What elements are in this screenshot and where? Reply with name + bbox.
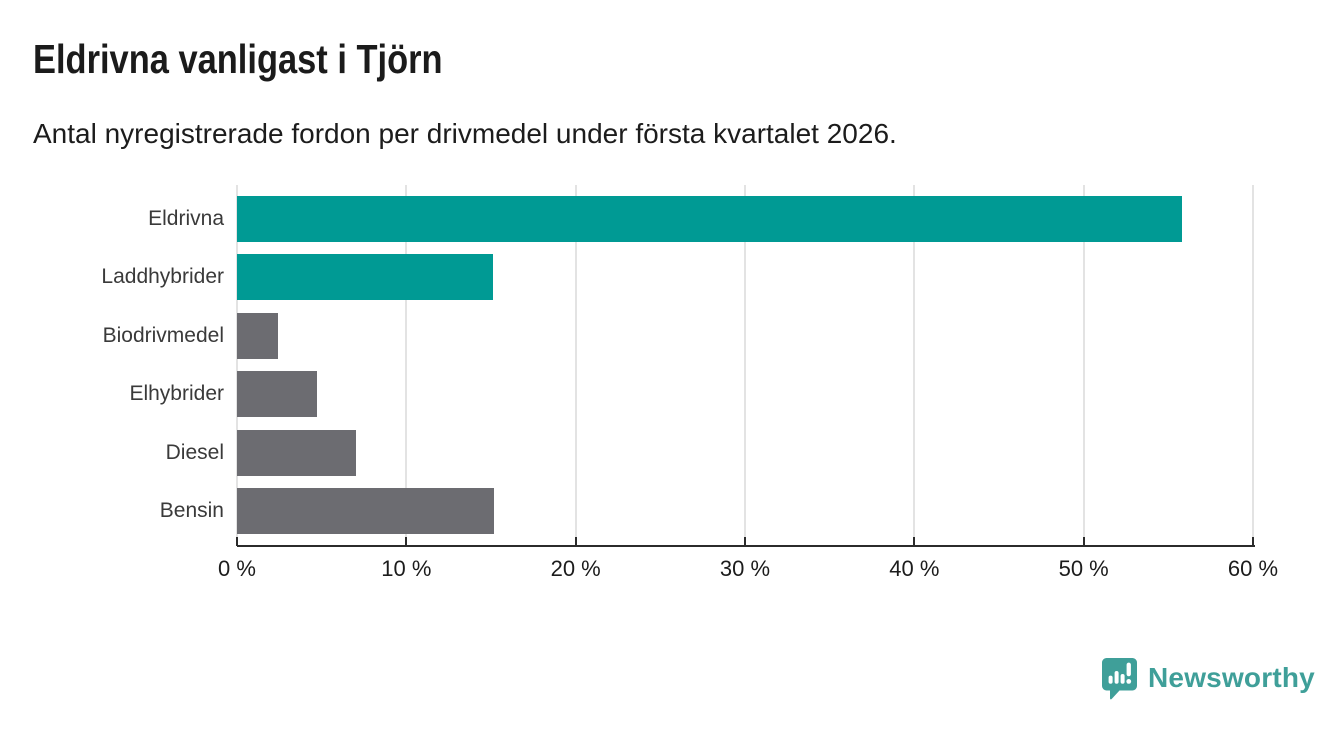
category-label-biodrivmedel: Biodrivmedel: [102, 323, 224, 347]
axis-tick-label-60pct: 60 %: [1227, 556, 1279, 581]
bar-diesel: [237, 429, 356, 476]
axis-tick-label-20pct: 20 %: [550, 556, 601, 581]
logo-chart-bar-small: [1108, 675, 1113, 684]
logo-exclamation-bar: [1126, 662, 1131, 676]
plot-area: [236, 185, 1254, 545]
newsworthy-logo: Newsworthy: [1101, 654, 1315, 702]
axis-tick-40pct: [913, 537, 916, 546]
gridline-10pct: [405, 185, 408, 545]
category-label-eldrivna: Eldrivna: [148, 207, 224, 230]
x-axis-line: [237, 545, 1255, 547]
axis-tick-label-30pct: 30 %: [719, 556, 771, 581]
bar-elhybrider: [237, 371, 317, 418]
axis-tick-label-50pct: 50 %: [1058, 556, 1109, 581]
category-label-laddhybrider: Laddhybrider: [101, 265, 224, 289]
chart-title: Eldrivna vanligast i Tjörn: [33, 36, 443, 82]
newsworthy-logo-text: Newsworthy: [1148, 662, 1315, 693]
logo-chart-bar-medium: [1120, 673, 1125, 684]
logo-exclamation-dot: [1126, 678, 1132, 684]
axis-tick-60pct: [1252, 537, 1254, 546]
category-label-elhybrider: Elhybrider: [129, 382, 224, 406]
category-axis-labels: Eldrivna Laddhybrider Biodrivmedel Elhybrid…: [0, 185, 224, 545]
category-label-bensin: Bensin: [159, 499, 224, 522]
newsworthy-logo-icon: [1102, 657, 1137, 699]
gridline-50pct: [1082, 185, 1085, 545]
bar-laddhybrider: [237, 254, 493, 301]
axis-tick-0pct: [236, 537, 238, 546]
gridline-20pct: [574, 185, 577, 545]
gridline-0pct: [236, 185, 238, 545]
logo-chart-bar-tall: [1114, 670, 1119, 684]
bar-eldrivna: [237, 196, 1182, 242]
axis-tick-30pct: [744, 537, 746, 546]
gridline-40pct: [913, 185, 916, 545]
bar-bensin: [237, 488, 495, 534]
axis-tick-label-0pct: 0 %: [218, 556, 256, 581]
gridline-60pct: [1252, 185, 1254, 545]
category-label-diesel: Diesel: [165, 440, 224, 464]
axis-tick-label-10pct: 10 %: [381, 556, 432, 581]
bar-biodrivmedel: [237, 312, 278, 359]
axis-tick-20pct: [574, 537, 577, 546]
gridline-30pct: [744, 185, 746, 545]
chart-subtitle: Antal nyregistrerade fordon per drivmede…: [33, 118, 897, 149]
axis-tick-50pct: [1082, 537, 1085, 546]
axis-tick-10pct: [405, 537, 408, 546]
axis-tick-label-40pct: 40 %: [889, 556, 940, 581]
